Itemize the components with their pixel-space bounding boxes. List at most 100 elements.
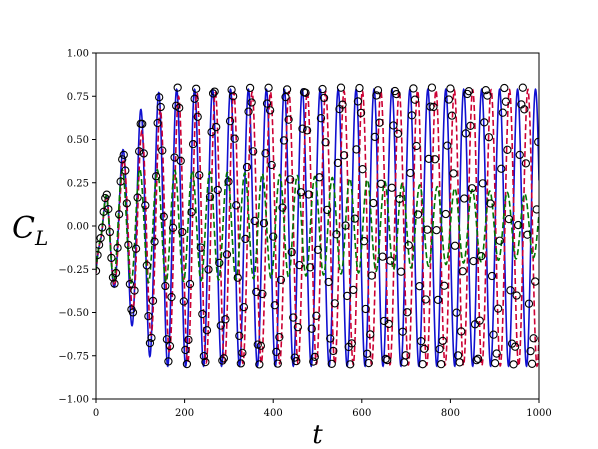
data-point <box>215 258 224 268</box>
data-point <box>111 268 121 278</box>
y-tick-label: 0.25 <box>67 178 89 189</box>
y-tick-label: 0.75 <box>67 92 89 103</box>
data-point <box>141 201 150 210</box>
data-point <box>339 151 349 160</box>
data-point <box>107 253 116 263</box>
data-point <box>370 132 380 142</box>
data-point <box>148 296 158 306</box>
data-point <box>153 118 162 128</box>
data-point <box>486 199 495 208</box>
data-point <box>495 236 504 245</box>
data-point <box>356 108 366 118</box>
data-point <box>460 194 469 203</box>
data-point <box>455 358 464 367</box>
y-axis-label-sub: L <box>34 226 48 250</box>
data-point <box>241 234 250 244</box>
x-axis-label: t <box>312 420 323 449</box>
data-point <box>235 331 244 340</box>
data-point <box>376 179 386 188</box>
data-point <box>192 84 201 93</box>
data-point <box>198 309 207 319</box>
data-point <box>404 241 413 250</box>
series-line-1 <box>96 87 539 368</box>
data-point <box>464 87 474 96</box>
data-point <box>307 324 316 333</box>
data-point <box>184 335 193 345</box>
data-point <box>98 223 107 232</box>
data-point <box>409 84 418 93</box>
data-point <box>381 354 390 364</box>
data-point <box>484 133 494 142</box>
data-point <box>265 106 275 115</box>
data-point <box>438 336 447 346</box>
data-point <box>193 112 202 121</box>
data-point <box>301 88 310 97</box>
data-point <box>151 172 161 181</box>
data-point <box>407 111 417 120</box>
data-point <box>142 261 151 270</box>
data-point <box>477 252 486 261</box>
data-point <box>395 194 404 204</box>
data-point <box>509 360 518 369</box>
data-point <box>527 359 537 368</box>
x-tick-label: 800 <box>441 408 460 419</box>
data-point <box>490 358 500 368</box>
data-point <box>498 108 507 117</box>
data-point <box>96 233 105 243</box>
data-point <box>133 193 142 202</box>
data-point <box>147 333 156 342</box>
data-point <box>518 83 527 92</box>
data-point <box>295 260 304 270</box>
data-point <box>469 256 478 266</box>
data-point <box>440 281 449 290</box>
data-point <box>233 273 242 282</box>
data-point <box>179 297 188 306</box>
data-point <box>245 83 255 93</box>
data-point <box>96 250 102 260</box>
data-point <box>435 344 444 354</box>
data-point <box>139 149 148 158</box>
data-point <box>336 83 346 92</box>
data-point <box>389 121 398 130</box>
data-point <box>387 183 396 192</box>
data-point <box>324 277 333 287</box>
data-point <box>467 184 477 193</box>
data-point <box>296 188 306 197</box>
data-point <box>534 137 539 147</box>
data-point <box>333 158 343 168</box>
data-point <box>182 359 192 369</box>
data-point <box>287 247 296 257</box>
data-point <box>418 360 427 369</box>
data-point <box>494 304 503 313</box>
data-point <box>250 216 259 226</box>
data-point <box>355 83 364 93</box>
data-point <box>526 346 535 356</box>
x-tick-label: 1000 <box>526 408 551 419</box>
data-point <box>225 117 235 126</box>
data-point <box>202 326 212 335</box>
y-axis-label: CL <box>12 211 48 250</box>
data-point <box>170 153 179 162</box>
data-point <box>208 89 218 98</box>
data-point <box>515 150 524 160</box>
y-tick-label: −0.75 <box>58 351 89 362</box>
y-tick-label: −0.50 <box>58 308 89 319</box>
data-point <box>309 357 318 366</box>
data-point <box>262 99 272 108</box>
data-point <box>520 105 529 114</box>
data-point <box>343 291 352 301</box>
data-point <box>164 357 173 366</box>
series-markers-4 <box>96 83 539 369</box>
data-point <box>118 155 127 164</box>
data-point <box>281 92 290 102</box>
data-point <box>392 89 401 99</box>
data-point <box>204 265 213 274</box>
data-point <box>213 185 222 195</box>
data-point <box>396 267 406 276</box>
data-point <box>306 263 315 272</box>
data-point <box>273 359 282 368</box>
data-point <box>275 333 284 342</box>
data-point <box>346 360 355 369</box>
data-point <box>326 334 335 343</box>
